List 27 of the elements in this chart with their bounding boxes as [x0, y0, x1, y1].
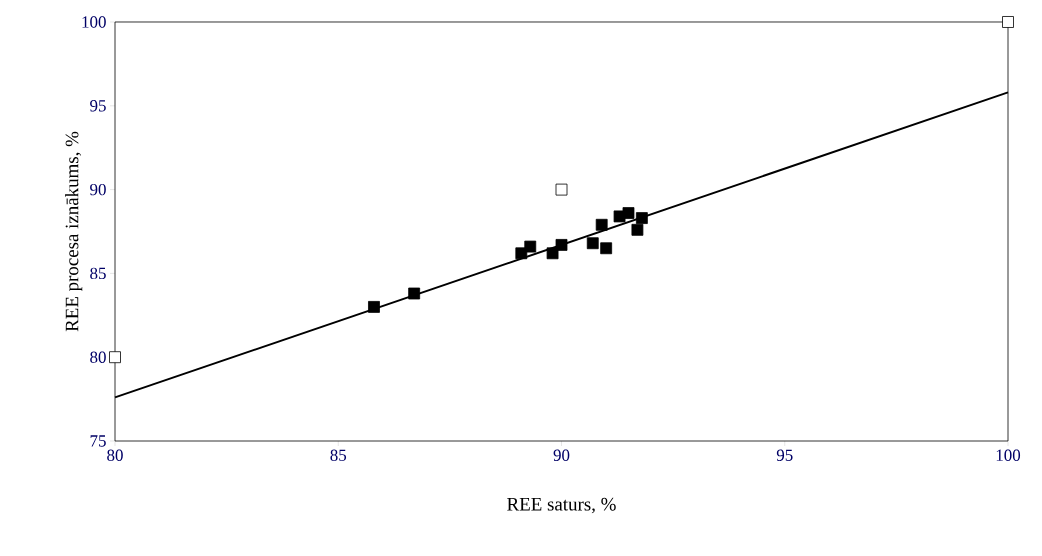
y-tick-label: 100: [82, 16, 106, 28]
y-tick-label: 75: [90, 435, 106, 447]
y-axis-title: REE procesa iznākums, %: [65, 131, 83, 332]
point: [635, 212, 648, 224]
y-tick-label: 95: [90, 100, 106, 112]
point: [524, 240, 537, 253]
point: [546, 247, 559, 260]
x-tick-label: 100: [996, 449, 1021, 461]
point: [555, 183, 568, 196]
point: [586, 237, 599, 250]
point: [595, 218, 608, 231]
point: [622, 207, 635, 219]
x-tick-label: 85: [330, 449, 347, 461]
point: [368, 301, 380, 313]
point: [600, 242, 613, 255]
point: [555, 239, 568, 251]
x-tick-label: 95: [776, 449, 793, 461]
y-tick-label: 90: [90, 183, 106, 196]
x-tick-label: 90: [553, 449, 570, 461]
point: [1002, 16, 1014, 28]
point: [408, 287, 421, 300]
point: [631, 223, 644, 236]
y-tick-label: 80: [90, 351, 106, 363]
x-axis-title: REE saturs, %: [507, 497, 616, 514]
x-tick-label: 80: [107, 449, 123, 461]
point: [109, 351, 121, 364]
y-tick-label: 85: [90, 267, 106, 280]
